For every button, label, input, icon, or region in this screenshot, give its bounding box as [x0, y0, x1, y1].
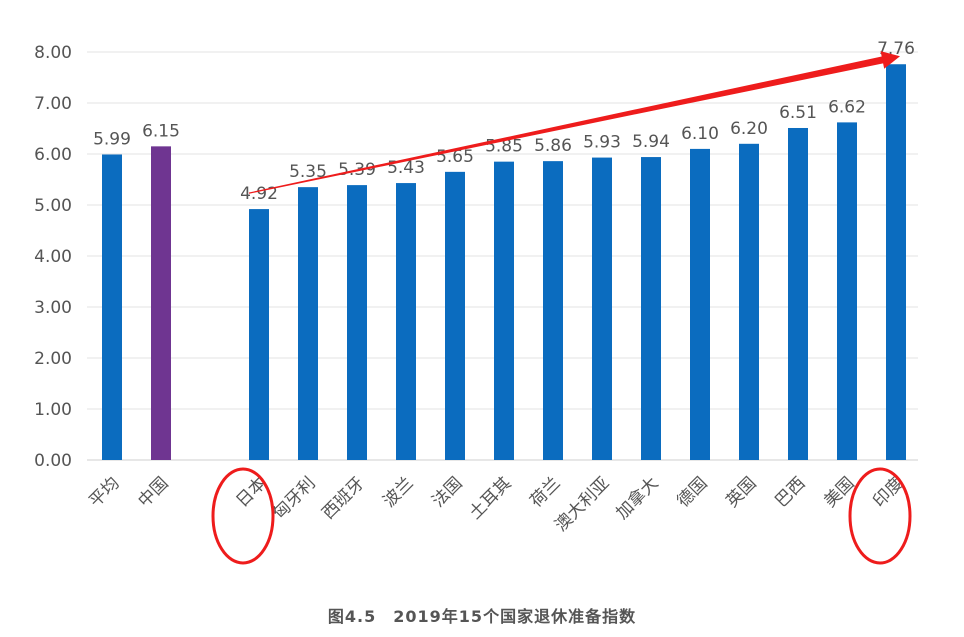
x-tick-label: 中国 [134, 473, 172, 511]
y-tick-label: 2.00 [34, 349, 72, 369]
bars [102, 64, 906, 461]
x-tick-label: 波兰 [379, 473, 417, 511]
highlight-circle [211, 467, 275, 565]
bar [249, 209, 269, 460]
bar [494, 161, 514, 460]
bar [739, 143, 759, 461]
x-tick-label: 法国 [428, 473, 466, 511]
bar [298, 187, 318, 460]
data-label: 6.10 [681, 124, 719, 144]
y-tick-label: 8.00 [34, 43, 72, 63]
bar [347, 185, 367, 461]
highlight-circle [848, 467, 912, 565]
x-tick-label: 匈牙利 [269, 473, 319, 523]
data-label: 5.35 [289, 162, 327, 182]
y-tick-label: 7.00 [34, 94, 72, 114]
y-tick-label: 4.00 [34, 247, 72, 267]
x-tick-label: 印度 [869, 473, 907, 511]
data-label: 5.93 [583, 133, 621, 153]
data-label: 5.94 [632, 132, 670, 152]
data-label: 6.20 [730, 119, 768, 139]
data-label: 5.86 [534, 136, 572, 156]
annotations [211, 51, 912, 565]
x-tick-label: 巴西 [771, 473, 809, 511]
bar-chart: 0.00 1.00 2.00 3.00 4.00 5.00 6.00 7.00 8.00 5.9… [34, 39, 918, 565]
x-tick-label: 荷兰 [526, 473, 564, 511]
x-tick-label: 日本 [232, 473, 270, 511]
bar [837, 122, 857, 460]
y-tick-label: 0.00 [34, 451, 72, 471]
y-tick-label: 6.00 [34, 145, 72, 165]
y-axis-ticks: 0.00 1.00 2.00 3.00 4.00 5.00 6.00 7.00 8.00 [34, 43, 72, 471]
bar [445, 171, 465, 460]
value-labels: 5.996.154.925.355.395.435.655.855.865.93… [93, 39, 915, 204]
bar [886, 64, 906, 461]
y-tick-label: 1.00 [34, 400, 72, 420]
bar [592, 157, 612, 460]
x-tick-label: 加拿大 [612, 473, 663, 524]
x-tick-label: 西班牙 [318, 473, 368, 523]
data-label: 6.62 [828, 97, 866, 117]
figure-caption: 图4.5 2019年15个国家退休准备指数 [327, 607, 637, 626]
bar [690, 148, 710, 460]
data-label: 6.51 [779, 103, 817, 123]
x-tick-label: 德国 [673, 473, 711, 511]
trend-arrow [248, 51, 900, 194]
bar [396, 183, 416, 460]
bar [788, 127, 808, 461]
data-label: 4.92 [240, 184, 278, 204]
bar [151, 146, 171, 460]
data-label: 5.99 [93, 130, 131, 150]
bar [641, 157, 661, 460]
y-tick-label: 3.00 [34, 298, 72, 318]
x-tick-label: 澳大利亚 [551, 473, 613, 535]
x-tick-label: 平均 [85, 473, 123, 511]
bar [543, 161, 563, 460]
y-tick-label: 5.00 [34, 196, 72, 216]
bar [102, 154, 122, 460]
x-tick-label: 土耳其 [465, 473, 515, 523]
data-label: 6.15 [142, 121, 180, 141]
x-tick-label: 英国 [722, 473, 760, 511]
